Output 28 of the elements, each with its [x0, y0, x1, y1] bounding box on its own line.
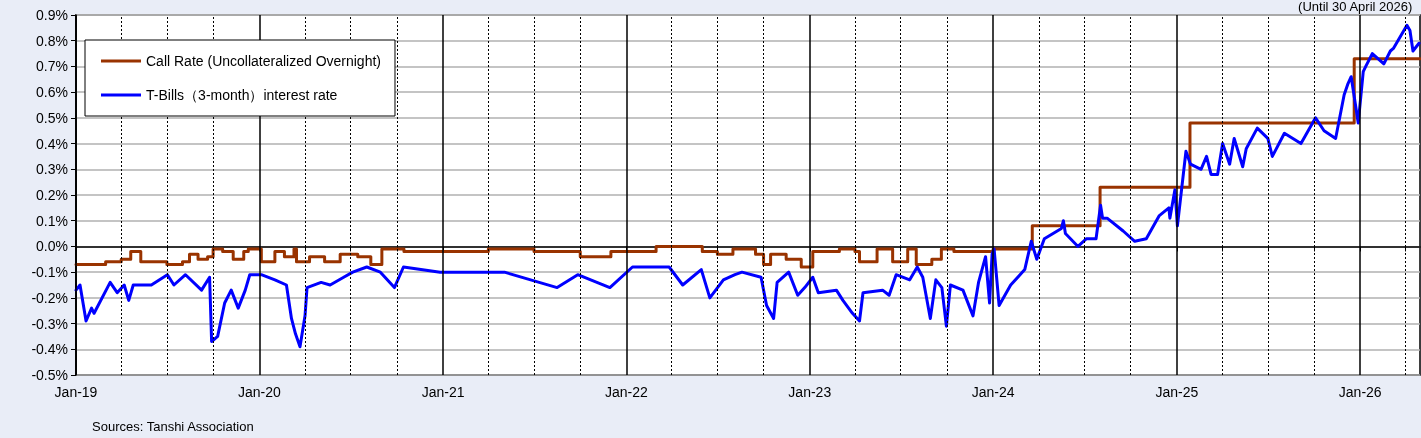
y-tick-label: -0.4%: [31, 341, 68, 358]
chart-subtitle: (Until 30 April 2026): [1298, 0, 1413, 14]
y-tick-label: 0.8%: [36, 32, 68, 49]
y-tick-label: -0.5%: [31, 367, 68, 383]
legend-label: Call Rate (Uncollateralized Overnight): [146, 53, 381, 69]
x-tick-label: Jan-20: [237, 384, 281, 400]
legend-label: T-Bills（3-month）interest rate: [146, 87, 338, 103]
line-series: [74, 23, 1421, 349]
y-tick-label: 0.5%: [36, 109, 68, 126]
y-tick-label: 0.9%: [36, 7, 68, 23]
y-tick-label: -0.2%: [31, 289, 68, 306]
y-tick-label: -0.1%: [31, 264, 68, 281]
x-tick-label: Jan-19: [54, 384, 98, 400]
y-tick-label: 0.3%: [36, 161, 68, 178]
y-tick-label: 0.2%: [36, 187, 68, 203]
y-tick-label: 0.4%: [36, 135, 68, 152]
x-tick-label: Jan-24: [971, 384, 1015, 400]
x-tick-label: Jan-22: [605, 384, 649, 400]
x-tick-label: Jan-21: [421, 384, 465, 400]
x-tick-label: Jan-25: [1155, 384, 1199, 400]
x-tick-label: Jan-23: [788, 384, 832, 400]
y-tick-label: -0.3%: [31, 315, 68, 332]
x-tick-label: Jan-26: [1338, 384, 1382, 400]
source-note: Sources: Tanshi Association: [92, 419, 254, 434]
y-tick-label: 0.6%: [36, 84, 68, 101]
y-tick-label: 0.7%: [36, 58, 68, 75]
y-tick-label: 0.1%: [36, 212, 68, 229]
y-tick-label: 0.0%: [36, 238, 68, 255]
